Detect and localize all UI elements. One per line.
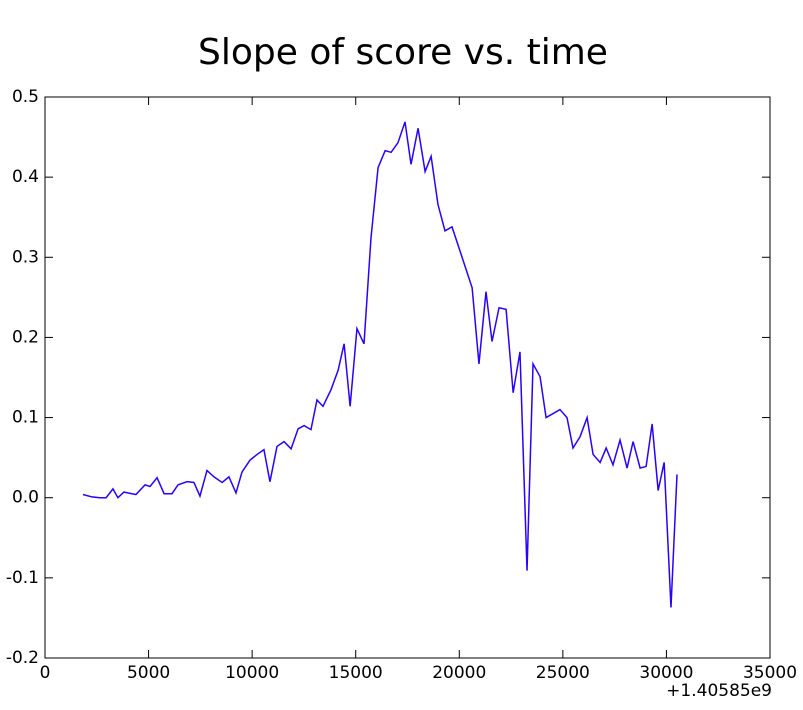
- y-tick-label: 0.5: [12, 87, 39, 107]
- x-tick-label: 25000: [536, 663, 590, 683]
- x-tick-label: 35000: [743, 663, 797, 683]
- x-offset-label: +1.40585e9: [666, 681, 772, 701]
- x-tick-label: 15000: [329, 663, 383, 683]
- x-tick-label: 30000: [639, 663, 693, 683]
- plot-frame: [44, 96, 771, 659]
- data-line: [82, 121, 678, 608]
- y-tick-label: 0.4: [12, 167, 39, 187]
- y-tick-label: 0.2: [12, 327, 39, 347]
- x-tick-label: 0: [40, 663, 51, 683]
- y-tick-label: -0.1: [6, 568, 39, 588]
- x-tick-label: 20000: [432, 663, 486, 683]
- y-tick-label: 0.3: [12, 247, 39, 267]
- x-tick-label: 10000: [225, 663, 279, 683]
- x-tick-label: 5000: [127, 663, 170, 683]
- y-tick-label: 0.0: [12, 488, 39, 508]
- y-tick-label: 0.1: [12, 408, 39, 428]
- chart-title: Slope of score vs. time: [198, 32, 608, 73]
- y-tick-label: -0.2: [6, 648, 39, 668]
